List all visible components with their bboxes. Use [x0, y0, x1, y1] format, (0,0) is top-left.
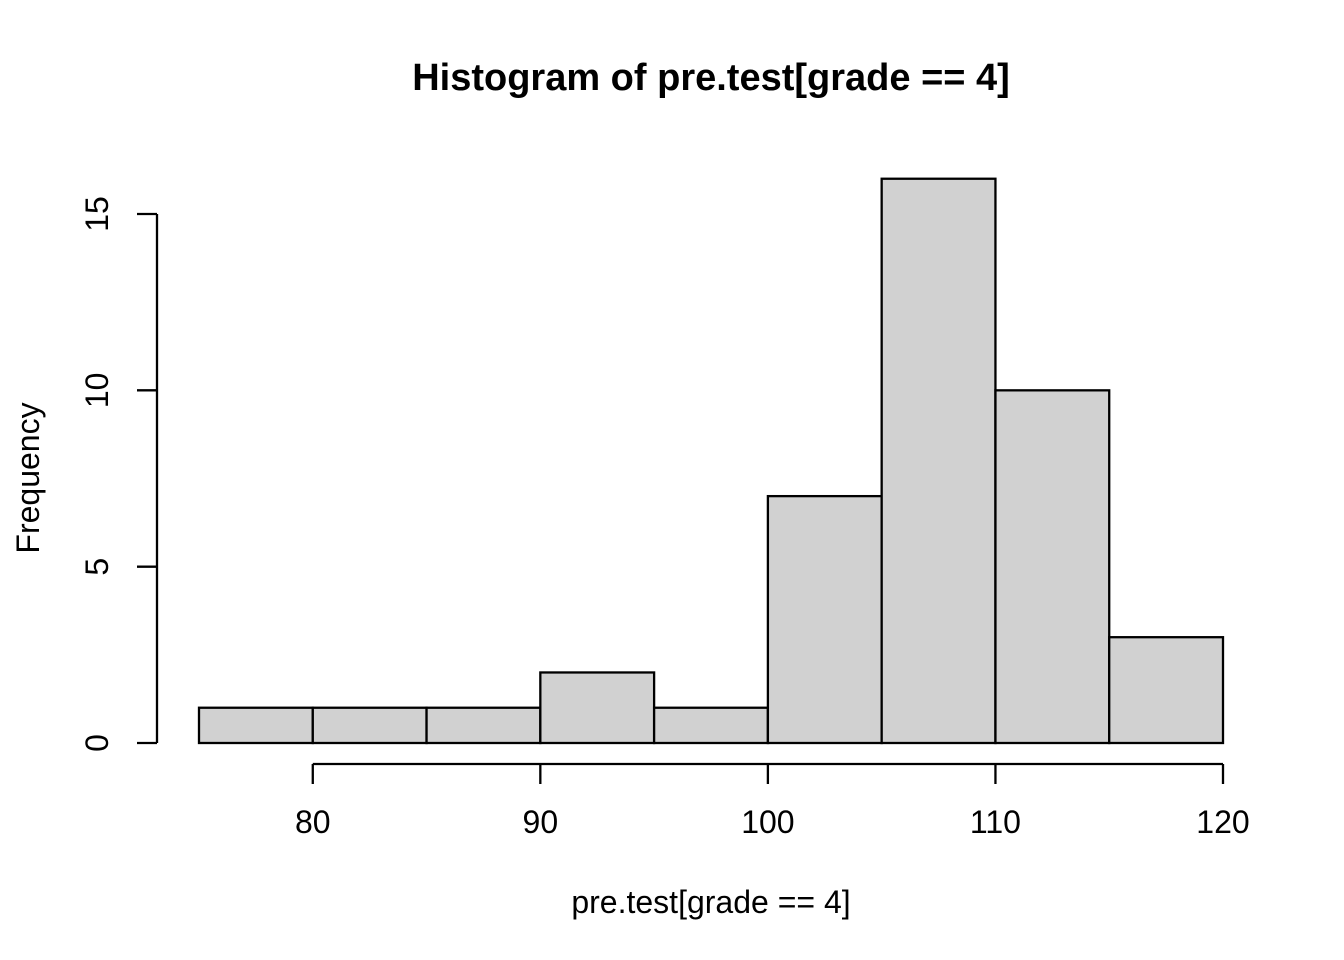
y-axis-label: Frequency [10, 402, 46, 554]
x-axis-label: pre.test[grade == 4] [571, 884, 851, 920]
y-tick-label: 10 [79, 373, 115, 409]
histogram-bar [880, 177, 997, 745]
histogram-bar [425, 706, 542, 745]
histogram-bar [539, 671, 656, 745]
chart-title: Histogram of pre.test[grade == 4] [412, 57, 1010, 99]
x-tick-label: 100 [741, 804, 794, 840]
histogram-bar [766, 494, 883, 745]
histogram-bar [994, 389, 1111, 745]
histogram-bar [311, 706, 428, 745]
x-tick-label: 120 [1196, 804, 1249, 840]
y-tick-label: 15 [79, 196, 115, 232]
histogram-bar [197, 706, 314, 745]
histogram-bar [1108, 636, 1225, 745]
x-tick-label: 80 [295, 804, 331, 840]
x-tick-label: 110 [970, 804, 1021, 840]
y-tick-label: 0 [79, 734, 115, 752]
y-tick-label: 5 [79, 558, 115, 576]
x-tick-label: 90 [523, 804, 559, 840]
histogram-bar [652, 706, 770, 745]
